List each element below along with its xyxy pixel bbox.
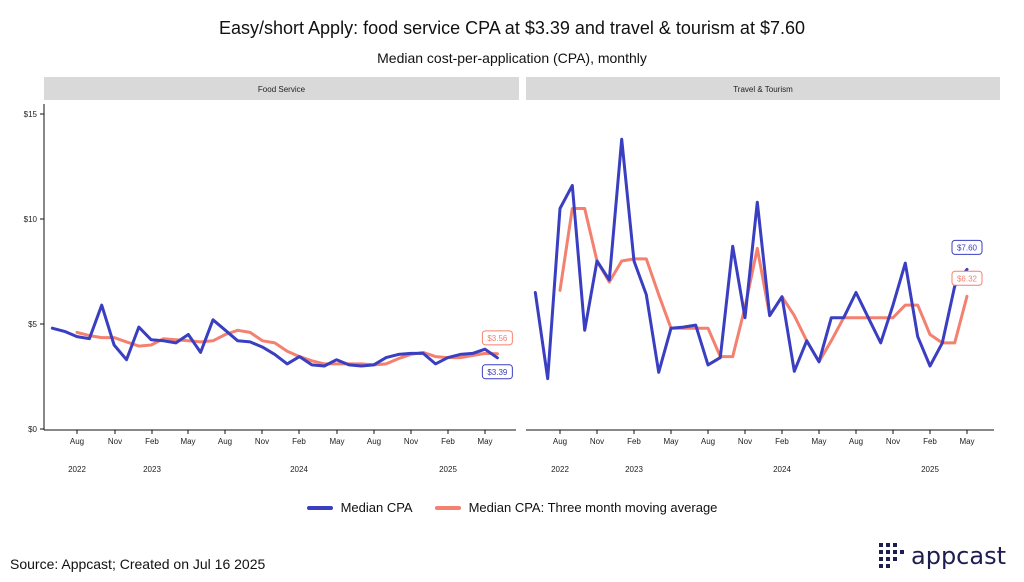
year-label-0-2: 2024 (290, 465, 308, 474)
x-tick-label-1-3: May (663, 437, 678, 446)
legend-label-median: Median CPA (340, 500, 413, 515)
x-tick-label-1-1: Nov (590, 437, 604, 446)
panel-strip-0 (44, 77, 519, 100)
appcast-logo-icon (879, 543, 904, 568)
x-tick-label-1-7: May (811, 437, 826, 446)
series-line-0-0 (50, 303, 499, 368)
x-tick-label-0-0: Aug (70, 437, 84, 446)
y-tick-label-1: $5 (28, 320, 37, 329)
year-label-1-0: 2022 (551, 465, 569, 474)
end-label-1-0: $7.60 (957, 243, 978, 252)
year-label-1-3: 2025 (921, 465, 939, 474)
end-label-0-0: $3.39 (487, 368, 508, 377)
legend-item-moving-average: Median CPA: Three month moving average (434, 500, 718, 515)
x-tick-label-0-10: Feb (441, 437, 455, 446)
x-tick-label-1-4: Aug (701, 437, 715, 446)
x-tick-label-0-3: May (180, 437, 195, 446)
panel-strip-1 (526, 77, 1000, 100)
appcast-logo-text: appcast (911, 542, 1006, 570)
year-label-0-1: 2023 (143, 465, 161, 474)
end-label-box-1-0 (951, 239, 983, 255)
panel-title-0: Food Service (258, 85, 306, 94)
year-label-0-3: 2025 (439, 465, 457, 474)
x-tick-label-1-9: Nov (886, 437, 900, 446)
legend: Median CPA Median CPA: Three month movin… (0, 500, 1024, 515)
appcast-logo: appcast (879, 542, 1006, 570)
panel-title-1: Travel & Tourism (733, 85, 793, 94)
x-tick-label-0-6: Feb (292, 437, 306, 446)
x-tick-label-0-4: Aug (218, 437, 232, 446)
series-line-0-1 (75, 328, 499, 367)
x-tick-label-1-0: Aug (553, 437, 567, 446)
x-tick-label-0-9: Nov (404, 437, 418, 446)
legend-label-moving-average: Median CPA: Three month moving average (468, 500, 718, 515)
x-tick-label-1-6: Feb (775, 437, 789, 446)
x-tick-label-1-5: Nov (738, 437, 752, 446)
chart-subtitle: Median cost-per-application (CPA), month… (377, 50, 647, 66)
x-tick-label-0-1: Nov (108, 437, 122, 446)
x-tick-label-1-8: Aug (849, 437, 863, 446)
x-tick-label-0-11: May (477, 437, 492, 446)
year-label-1-1: 2023 (625, 465, 643, 474)
year-label-1-2: 2024 (773, 465, 791, 474)
end-label-box-1-1 (951, 270, 983, 286)
end-label-box-0-0 (481, 364, 513, 380)
legend-swatch-moving-average (434, 505, 461, 510)
end-label-0-1: $3.56 (487, 334, 508, 343)
y-tick-label-3: $15 (24, 110, 38, 119)
x-tick-label-1-11: May (959, 437, 974, 446)
x-tick-label-0-2: Feb (145, 437, 159, 446)
x-tick-label-1-10: Feb (923, 437, 937, 446)
legend-swatch-median (306, 505, 333, 510)
y-tick-label-0: $0 (28, 425, 37, 434)
end-label-box-0-1 (481, 330, 513, 346)
chart-title: Easy/short Apply: food service CPA at $3… (219, 18, 805, 38)
year-label-0-0: 2022 (68, 465, 86, 474)
legend-item-median: Median CPA (306, 500, 413, 515)
x-tick-label-0-8: Aug (367, 437, 381, 446)
x-tick-label-1-2: Feb (627, 437, 641, 446)
source-note: Source: Appcast; Created on Jul 16 2025 (10, 556, 266, 572)
series-line-1-1 (558, 207, 969, 364)
series-line-1-0 (533, 137, 969, 381)
end-label-1-1: $6.32 (957, 274, 978, 283)
y-tick-label-2: $10 (24, 215, 38, 224)
x-tick-label-0-7: May (329, 437, 344, 446)
x-tick-label-0-5: Nov (255, 437, 269, 446)
